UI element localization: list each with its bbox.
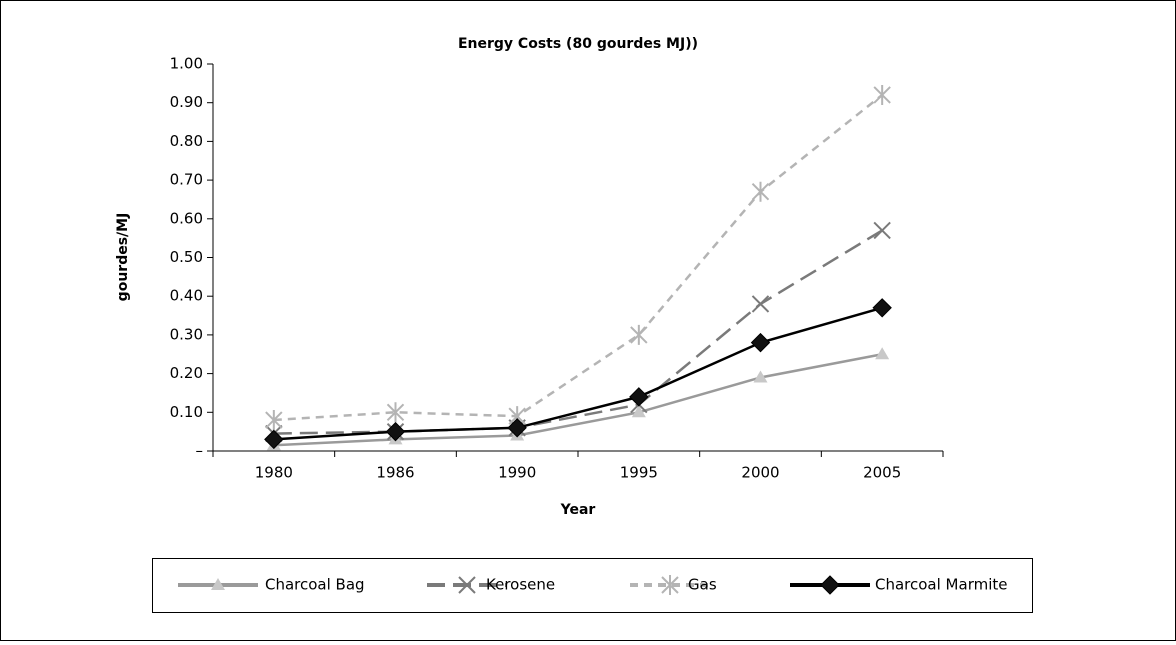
legend-marker: [211, 578, 225, 590]
series-line: [273, 93, 883, 422]
y-axis-label: gourdes/MJ: [115, 213, 131, 302]
marker: [750, 332, 771, 353]
marker: [264, 429, 284, 450]
legend-label: Gas: [688, 576, 717, 594]
x-tick-label: 1980: [255, 464, 293, 482]
y-tick-label: 0.60: [170, 209, 203, 227]
legend-box: [152, 558, 1033, 613]
marker: [753, 370, 768, 383]
legend-label: Charcoal Bag: [265, 576, 365, 594]
marker: [751, 181, 770, 202]
y-tick-label: 0.90: [170, 93, 203, 111]
x-tick-label: 1990: [498, 464, 536, 482]
marker: [629, 387, 649, 407]
marker: [385, 421, 406, 442]
x-axis-label: Year: [560, 502, 596, 518]
x-tick-label: 2000: [741, 464, 779, 482]
marker: [751, 295, 770, 313]
legend-marker: [661, 575, 679, 595]
legend-label: Kerosene: [486, 576, 555, 594]
y-tick-label: 0.30: [170, 325, 203, 343]
marker: [265, 410, 283, 431]
marker: [631, 405, 646, 418]
series-line: [273, 306, 883, 441]
marker: [873, 221, 891, 240]
y-tick-label: –: [196, 442, 204, 460]
chart-title: Energy Costs (80 gourdes MJ)): [458, 36, 698, 52]
legend-marker: [820, 575, 840, 595]
legend-label: Charcoal Marmite: [875, 576, 1008, 594]
marker: [507, 418, 527, 438]
y-tick-label: 0.10: [170, 403, 203, 421]
marker: [872, 298, 892, 318]
y-tick-label: 0.50: [170, 248, 203, 266]
marker: [873, 84, 891, 105]
y-tick-label: 0.80: [170, 132, 203, 150]
marker: [630, 324, 648, 345]
marker: [875, 347, 890, 360]
series-line: [273, 353, 883, 447]
x-tick-label: 1995: [620, 464, 658, 482]
x-tick-label: 2005: [863, 464, 901, 482]
y-tick-label: 0.20: [170, 364, 203, 382]
y-tick-label: 1.00: [170, 55, 203, 73]
y-tick-label: 0.70: [170, 171, 203, 189]
x-tick-label: 1986: [376, 464, 414, 482]
y-tick-label: 0.40: [170, 287, 203, 305]
series-line: [273, 229, 883, 435]
legend-marker: [458, 576, 476, 594]
marker: [386, 402, 405, 423]
